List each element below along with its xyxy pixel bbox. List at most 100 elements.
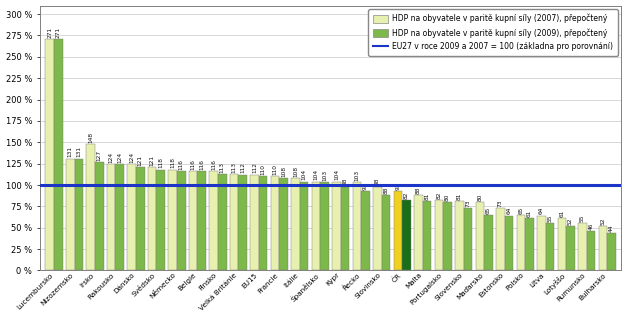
Bar: [95, 162, 103, 270]
Bar: [320, 183, 329, 270]
Text: 271: 271: [56, 27, 61, 38]
Text: 81: 81: [424, 193, 429, 200]
Bar: [464, 208, 472, 270]
Bar: [435, 200, 443, 270]
Text: 44: 44: [609, 224, 614, 232]
Bar: [66, 158, 75, 270]
Text: 121: 121: [138, 155, 143, 166]
Bar: [587, 231, 595, 270]
Text: 93: 93: [363, 182, 368, 190]
Bar: [280, 178, 288, 270]
Bar: [168, 170, 177, 270]
Bar: [484, 215, 493, 270]
Bar: [607, 233, 616, 270]
Text: 80: 80: [445, 193, 450, 201]
Bar: [229, 174, 238, 270]
Text: 64: 64: [539, 207, 544, 215]
Bar: [403, 200, 411, 270]
Text: 112: 112: [240, 163, 245, 173]
Bar: [271, 177, 280, 270]
Text: 131: 131: [68, 146, 73, 157]
Bar: [291, 178, 300, 270]
Bar: [423, 201, 431, 270]
Bar: [599, 226, 607, 270]
Text: 61: 61: [527, 210, 532, 217]
Bar: [107, 165, 115, 270]
Text: 82: 82: [436, 191, 441, 199]
Text: 108: 108: [281, 166, 286, 177]
Text: 104: 104: [302, 169, 307, 180]
Text: 82: 82: [404, 191, 409, 199]
Text: 98: 98: [375, 178, 380, 185]
Text: 113: 113: [219, 162, 224, 173]
Bar: [545, 223, 554, 270]
Text: 116: 116: [199, 159, 204, 170]
Bar: [189, 171, 198, 270]
Bar: [353, 183, 361, 270]
Bar: [341, 187, 349, 270]
Bar: [443, 202, 452, 270]
Bar: [45, 39, 54, 270]
Text: 104: 104: [314, 169, 319, 180]
Text: 98: 98: [342, 178, 347, 185]
Bar: [87, 144, 95, 270]
Text: 131: 131: [76, 146, 82, 157]
Text: 64: 64: [507, 207, 512, 215]
Bar: [332, 182, 341, 270]
Bar: [382, 195, 391, 270]
Bar: [136, 167, 145, 270]
Text: 93: 93: [396, 182, 401, 190]
Bar: [566, 226, 575, 270]
Bar: [476, 202, 484, 270]
Text: 73: 73: [465, 199, 470, 207]
Text: 124: 124: [129, 152, 134, 163]
Bar: [517, 215, 525, 270]
Bar: [373, 187, 382, 270]
Bar: [361, 191, 370, 270]
Text: 104: 104: [334, 169, 339, 180]
Bar: [578, 223, 587, 270]
Text: 73: 73: [498, 199, 503, 207]
Text: 46: 46: [588, 223, 593, 230]
Text: 65: 65: [486, 206, 491, 214]
Bar: [238, 175, 247, 270]
Text: 116: 116: [191, 159, 196, 170]
Bar: [300, 182, 308, 270]
Bar: [394, 191, 403, 270]
Text: 116: 116: [179, 159, 184, 170]
Bar: [312, 182, 320, 270]
Text: 271: 271: [47, 27, 52, 38]
Text: 118: 118: [158, 157, 163, 168]
Text: 103: 103: [354, 170, 359, 181]
Bar: [537, 216, 545, 270]
Bar: [75, 158, 83, 270]
Text: 148: 148: [88, 132, 93, 143]
Bar: [414, 195, 423, 270]
Bar: [455, 201, 464, 270]
Bar: [496, 208, 505, 270]
Bar: [157, 170, 165, 270]
Bar: [127, 165, 136, 270]
Bar: [177, 171, 186, 270]
Text: 55: 55: [547, 215, 552, 222]
Text: 52: 52: [568, 217, 573, 225]
Bar: [115, 165, 124, 270]
Text: 103: 103: [322, 170, 327, 181]
Text: 112: 112: [252, 163, 257, 173]
Text: 88: 88: [384, 186, 389, 194]
Text: 61: 61: [559, 210, 564, 217]
Text: 108: 108: [293, 166, 298, 177]
Text: 110: 110: [273, 164, 278, 175]
Bar: [198, 171, 206, 270]
Text: 52: 52: [600, 217, 605, 225]
Text: 55: 55: [580, 215, 585, 222]
Bar: [259, 177, 268, 270]
Text: 124: 124: [108, 152, 113, 163]
Bar: [209, 171, 218, 270]
Text: 118: 118: [170, 157, 175, 168]
Text: 81: 81: [457, 193, 462, 200]
Bar: [54, 39, 63, 270]
Text: 65: 65: [519, 206, 524, 214]
Bar: [250, 175, 259, 270]
Bar: [218, 174, 226, 270]
